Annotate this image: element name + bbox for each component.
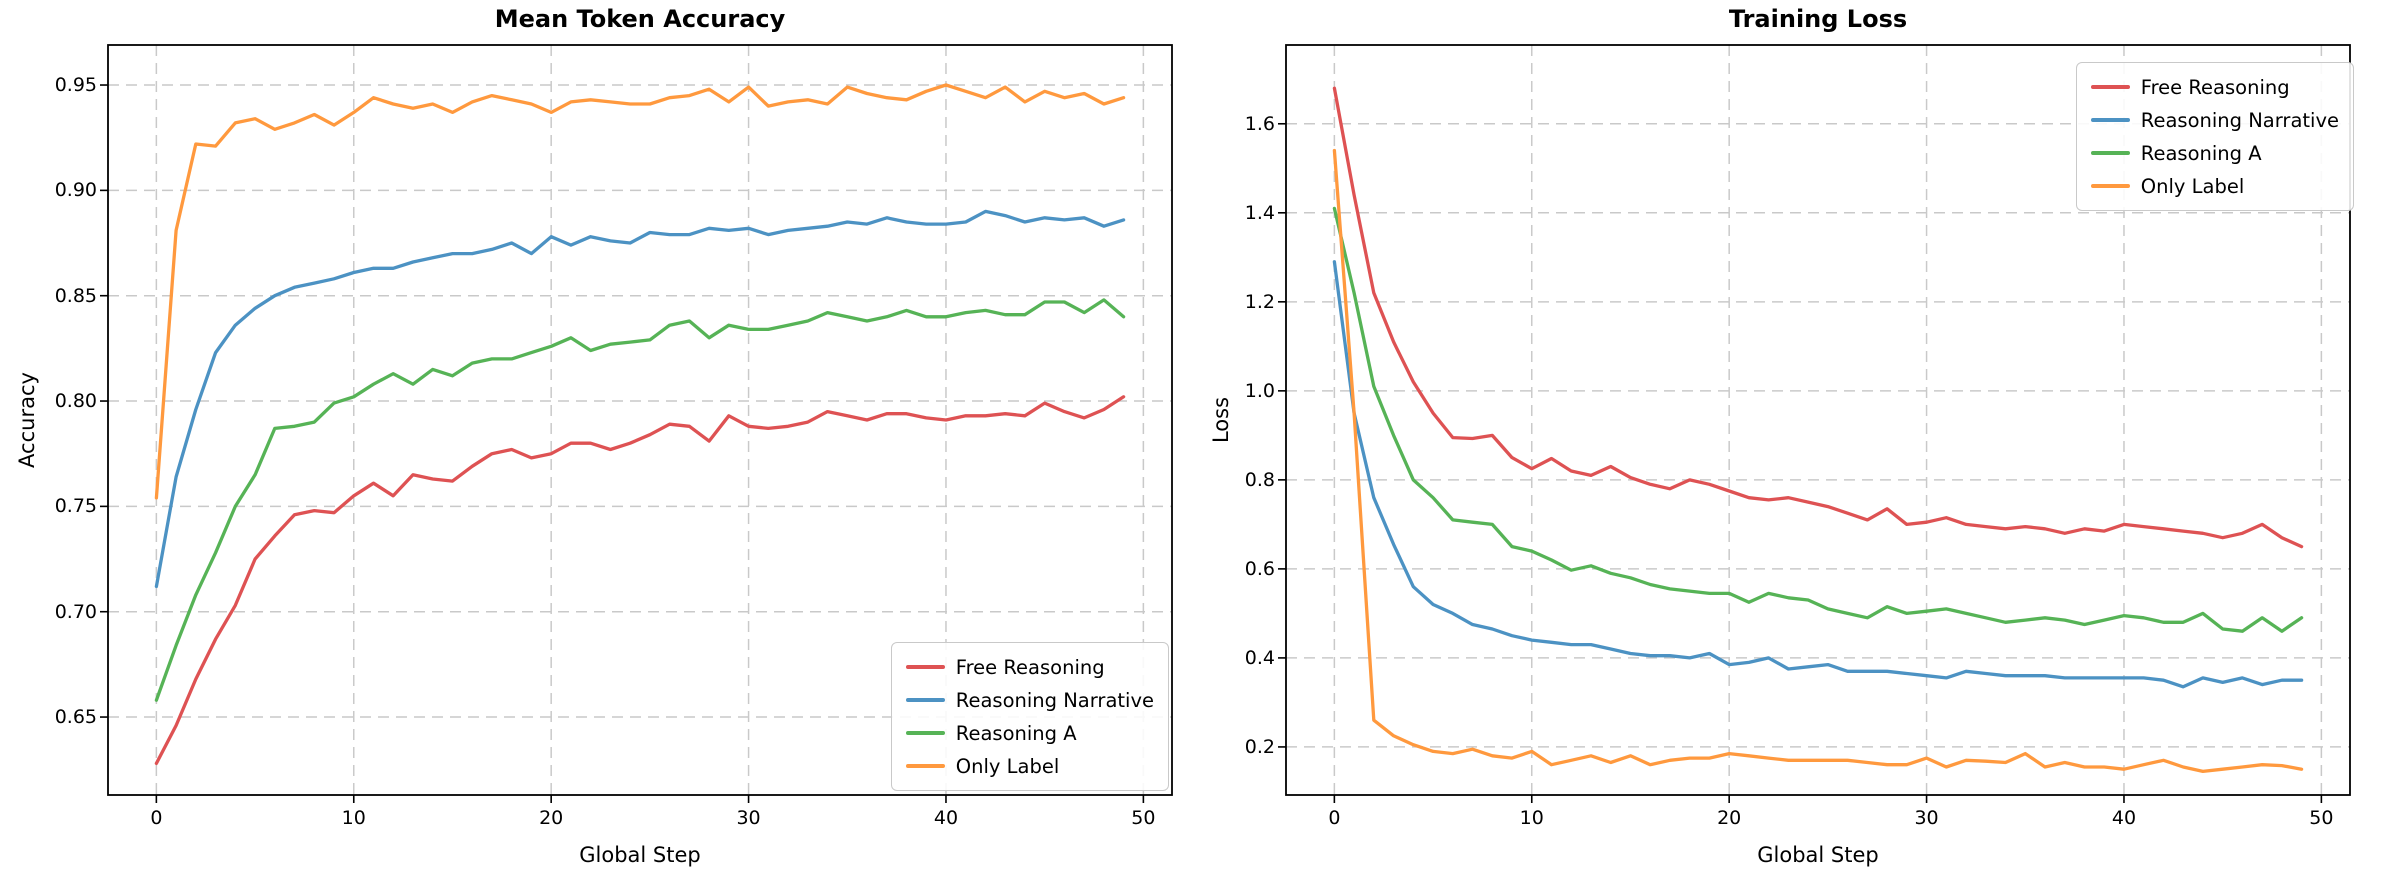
x-tick-label: 40 xyxy=(2111,807,2137,829)
y-tick-label: 0.70 xyxy=(54,600,97,623)
chart-title: Training Loss xyxy=(1728,5,1908,33)
legend-label: Reasoning Narrative xyxy=(2140,108,2339,132)
legend-entry: Free Reasoning xyxy=(905,652,1154,682)
y-tick-label: 0.4 xyxy=(1244,646,1275,669)
legend-entry: Reasoning A xyxy=(905,718,1154,748)
legend-line-swatch xyxy=(2090,84,2130,90)
x-tick-label: 40 xyxy=(933,807,959,829)
x-tick-label: 10 xyxy=(1519,807,1544,829)
legend: Free Reasoning Reasoning Narrative Reasoni… xyxy=(890,642,1169,791)
series-line-only-label xyxy=(1332,148,2304,774)
chart-title: Mean Token Accuracy xyxy=(494,5,786,33)
legend-entry: Reasoning A xyxy=(2090,138,2339,168)
legend-line-swatch xyxy=(905,763,945,769)
x-tick-label: 20 xyxy=(539,807,564,829)
series-line-reasoning-a xyxy=(154,298,1126,702)
y-tick-label: 0.85 xyxy=(54,284,97,307)
y-axis-label: Loss xyxy=(1209,396,1233,444)
legend-entry: Free Reasoning xyxy=(2090,72,2339,102)
plot-border xyxy=(107,44,1173,796)
y-tick-label: 1.2 xyxy=(1244,290,1275,313)
y-tick-label: 0.65 xyxy=(54,706,97,729)
legend-line-swatch xyxy=(2090,117,2130,123)
legend-line-swatch xyxy=(2090,183,2130,189)
legend-line-swatch xyxy=(905,730,945,736)
legend-label: Free Reasoning xyxy=(955,655,1105,679)
series-line-only-label xyxy=(154,83,1126,500)
series-line-free-reasoning xyxy=(1332,86,2304,549)
x-tick-label: 10 xyxy=(341,807,366,829)
series-line-reasoning-a xyxy=(1332,206,2304,633)
legend-label: Free Reasoning xyxy=(2140,75,2290,99)
legend-line-swatch xyxy=(905,697,945,703)
y-tick-label: 1.4 xyxy=(1244,201,1275,224)
plot-border xyxy=(1285,44,2351,796)
x-tick-label: 0 xyxy=(150,807,163,829)
y-tick-label: 0.6 xyxy=(1244,557,1275,580)
x-tick-label: 0 xyxy=(1328,807,1341,829)
y-tick-label: 0.75 xyxy=(54,495,97,518)
y-tick-label: 0.90 xyxy=(54,179,97,202)
y-axis-label: Accuracy xyxy=(15,372,39,468)
chart-panel-loss: Training Loss Global Step Loss Free Reas… xyxy=(1191,0,2382,881)
y-tick-label: 0.95 xyxy=(54,74,97,97)
y-tick-label: 1.0 xyxy=(1244,379,1275,402)
x-axis-label: Global Step xyxy=(1757,843,1879,867)
y-tick-label: 0.2 xyxy=(1244,735,1275,758)
legend-entry: Reasoning Narrative xyxy=(2090,105,2339,135)
legend-line-swatch xyxy=(2090,150,2130,156)
y-tick-label: 0.80 xyxy=(54,390,97,413)
legend-label: Reasoning Narrative xyxy=(955,688,1154,712)
y-tick-label: 1.6 xyxy=(1244,112,1275,135)
legend-label: Reasoning A xyxy=(2140,141,2262,165)
legend-entry: Reasoning Narrative xyxy=(905,685,1154,715)
legend-label: Only Label xyxy=(955,754,1060,778)
series-line-free-reasoning xyxy=(154,395,1126,766)
x-tick-label: 50 xyxy=(1131,807,1156,829)
x-tick-label: 30 xyxy=(1914,807,1939,829)
legend-entry: Only Label xyxy=(905,751,1154,781)
legend: Free Reasoning Reasoning Narrative Reasoni… xyxy=(2075,62,2354,211)
legend-line-swatch xyxy=(905,664,945,670)
x-tick-label: 30 xyxy=(736,807,761,829)
x-axis-label: Global Step xyxy=(579,843,701,867)
legend-entry: Only Label xyxy=(2090,171,2339,201)
x-tick-label: 20 xyxy=(1717,807,1742,829)
y-tick-label: 0.8 xyxy=(1244,468,1275,491)
legend-label: Only Label xyxy=(2140,174,2245,198)
series-line-reasoning-narrative xyxy=(1332,260,2304,689)
loss-plot-svg xyxy=(1278,44,2351,803)
series-line-reasoning-narrative xyxy=(154,209,1126,589)
accuracy-plot-svg xyxy=(100,44,1173,803)
chart-panel-accuracy: Mean Token Accuracy Global Step Accuracy… xyxy=(15,5,1173,867)
x-tick-label: 50 xyxy=(2309,807,2334,829)
legend-label: Reasoning A xyxy=(955,721,1077,745)
